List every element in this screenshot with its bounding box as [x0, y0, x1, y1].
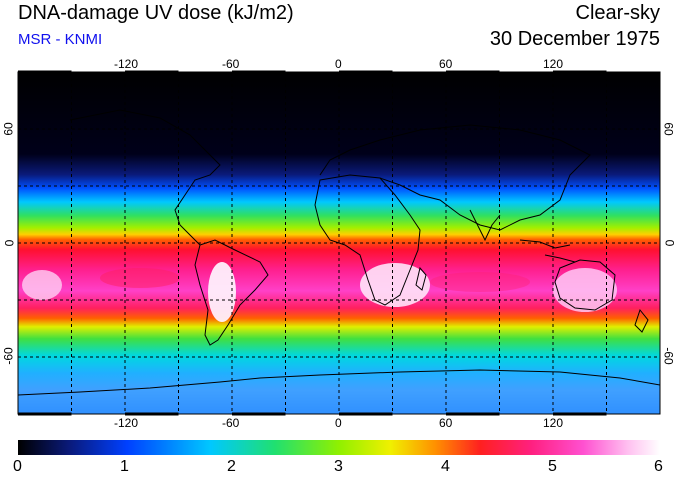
lon-tick-bottom-60: 60 — [439, 416, 453, 430]
coastlines — [18, 109, 660, 396]
lon-tick-top-60: 60 — [439, 57, 453, 71]
lat-tick-left-0: 0 — [2, 239, 17, 247]
lat-tick-left-60: 60 — [1, 122, 16, 136]
colorbar-label-1: 1 — [120, 458, 129, 475]
colorbar-label-5: 5 — [548, 458, 557, 475]
sky-condition-label: Clear-sky — [575, 2, 660, 24]
lon-tick-bottom-minus60: -60 — [222, 416, 240, 430]
colorbar-label-4: 4 — [441, 458, 450, 475]
graticule — [18, 72, 660, 414]
lon-tick-bottom-120: 120 — [543, 416, 564, 430]
lon-tick-top-minus60: -60 — [222, 57, 240, 71]
date-label: 30 December 1975 — [489, 28, 660, 50]
map-title: DNA-damage UV dose (kJ/m2) — [18, 2, 294, 24]
lat-tick-right-0: 0 — [662, 239, 677, 247]
high-uv-patch-pacific — [22, 270, 62, 300]
red-band-patch — [100, 268, 180, 288]
colorbar-label-6: 6 — [654, 458, 663, 475]
lon-tick-bottom-minus120: -120 — [114, 416, 139, 430]
lon-tick-top-minus120: -120 — [114, 57, 139, 71]
high-uv-patch-southern-africa — [360, 263, 430, 307]
frame-ticks — [18, 70, 607, 416]
colorbar-label-2: 2 — [227, 458, 236, 475]
colorbar-label-3: 3 — [334, 458, 343, 475]
lon-tick-top-120: 120 — [543, 57, 564, 71]
lon-tick-bottom-0: 0 — [335, 416, 342, 430]
lat-tick-right-60: 60 — [661, 122, 676, 136]
lat-tick-left-minus60: -60 — [1, 347, 16, 365]
high-uv-patch-australia — [553, 268, 617, 312]
lon-tick-top-0: 0 — [335, 57, 342, 71]
colorbar — [18, 440, 660, 455]
source-label: MSR - KNMI — [18, 31, 103, 48]
colorbar-label-0: 0 — [13, 458, 22, 475]
red-band-patch-2 — [430, 272, 530, 292]
high-uv-patch-south-america — [208, 262, 236, 322]
lat-tick-right-minus60: -60 — [661, 347, 676, 365]
